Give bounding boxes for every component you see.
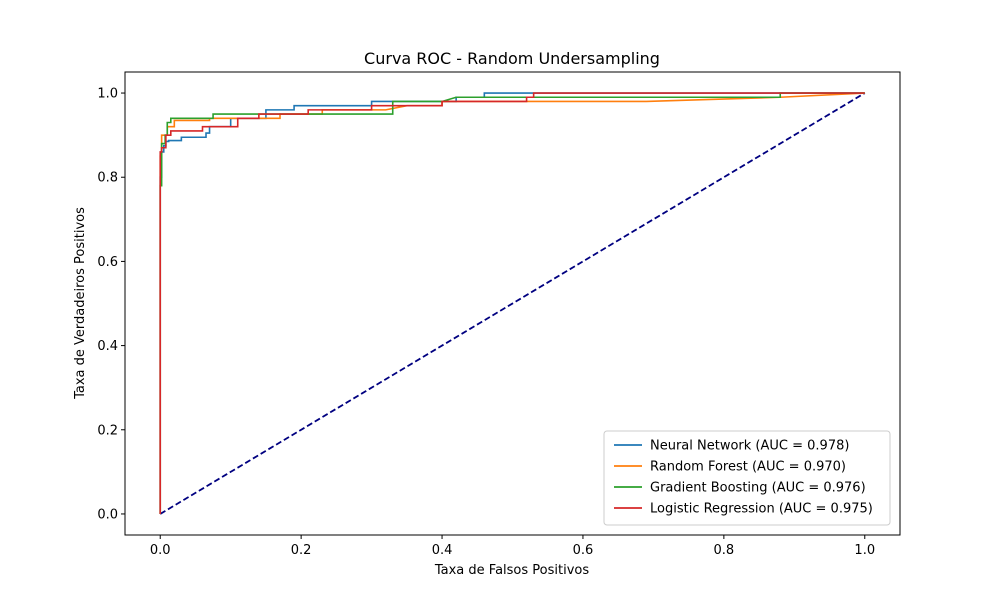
- y-tick-label: 0.4: [97, 339, 118, 354]
- legend-entry-1: Random Forest (AUC = 0.970): [650, 460, 846, 475]
- y-tick-label: 0.8: [97, 171, 118, 186]
- y-axis-ticks: 0.0 0.2 0.4 0.6 0.8 1.0: [97, 87, 125, 522]
- x-tick-label: 0.2: [291, 543, 312, 558]
- x-axis-ticks: 0.0 0.2 0.4 0.6 0.8 1.0: [150, 535, 875, 558]
- y-tick-label: 0.6: [97, 255, 118, 270]
- y-tick-label: 0.0: [97, 507, 118, 522]
- chart-title: Curva ROC - Random Undersampling: [364, 49, 660, 68]
- y-axis-label: Taxa de Verdadeiros Positivos: [73, 207, 88, 400]
- plot-frame: [124, 71, 901, 536]
- x-axis-label: Taxa de Falsos Positivos: [434, 563, 589, 578]
- legend-entry-0: Neural Network (AUC = 0.978): [650, 439, 849, 454]
- plot-area: [159, 92, 866, 515]
- legend-entry-2: Gradient Boosting (AUC = 0.976): [650, 481, 866, 496]
- x-tick-label: 0.6: [573, 543, 594, 558]
- y-tick-label: 0.2: [97, 423, 118, 438]
- series-line-2: [159, 92, 865, 514]
- legend-box: [603, 430, 891, 526]
- series-line-3: [159, 92, 865, 514]
- x-tick-label: 0.4: [432, 543, 453, 558]
- diagonal-reference-line: [159, 92, 866, 515]
- x-tick-label: 0.8: [714, 543, 735, 558]
- x-tick-label: 1.0: [854, 543, 875, 558]
- legend: Neural Network (AUC = 0.978) Random Fores…: [603, 430, 891, 526]
- legend-entry-3: Logistic Regression (AUC = 0.975): [650, 502, 873, 517]
- y-tick-label: 1.0: [97, 87, 118, 102]
- x-tick-label: 0.0: [150, 543, 171, 558]
